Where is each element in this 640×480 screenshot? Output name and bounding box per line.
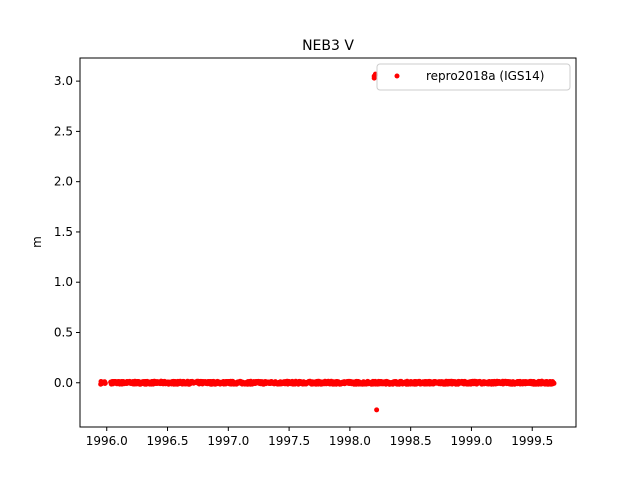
y-tick-label: 2.0 xyxy=(54,175,73,189)
y-tick-label: 1.0 xyxy=(54,275,73,289)
x-tick-label: 1996.5 xyxy=(147,434,189,448)
x-tick-label: 1998.5 xyxy=(390,434,432,448)
plot-frame xyxy=(79,57,577,428)
data-point-outlier xyxy=(374,407,380,413)
x-tick-label: 1997.0 xyxy=(207,434,249,448)
x-tick-label: 1999.5 xyxy=(511,434,553,448)
x-tick-label: 1999.0 xyxy=(450,434,492,448)
chart-title: NEB3 V xyxy=(302,38,354,54)
legend-marker xyxy=(394,73,400,79)
y-tick-label: 0.0 xyxy=(54,376,73,390)
x-tick-label: 1996.0 xyxy=(86,434,128,448)
data-points xyxy=(98,71,557,413)
data-point xyxy=(551,380,557,386)
y-tick-label: 0.5 xyxy=(54,325,73,339)
y-tick-label: 2.5 xyxy=(54,124,73,138)
x-tick-label: 1998.0 xyxy=(329,434,371,448)
axis-ticks: 1996.0 1996.5 1997.0 1997.5 1998.0 1998.5 1999… xyxy=(54,74,553,448)
legend-box xyxy=(376,63,571,91)
y-tick-label: 1.5 xyxy=(54,225,73,239)
legend: repro2018a (IGS14) xyxy=(376,63,571,91)
data-point xyxy=(102,380,108,386)
x-tick-label: 1997.5 xyxy=(268,434,310,448)
y-axis-label: m xyxy=(30,236,44,248)
y-tick-label: 3.0 xyxy=(54,74,73,88)
legend-label: repro2018a (IGS14) xyxy=(426,69,544,83)
